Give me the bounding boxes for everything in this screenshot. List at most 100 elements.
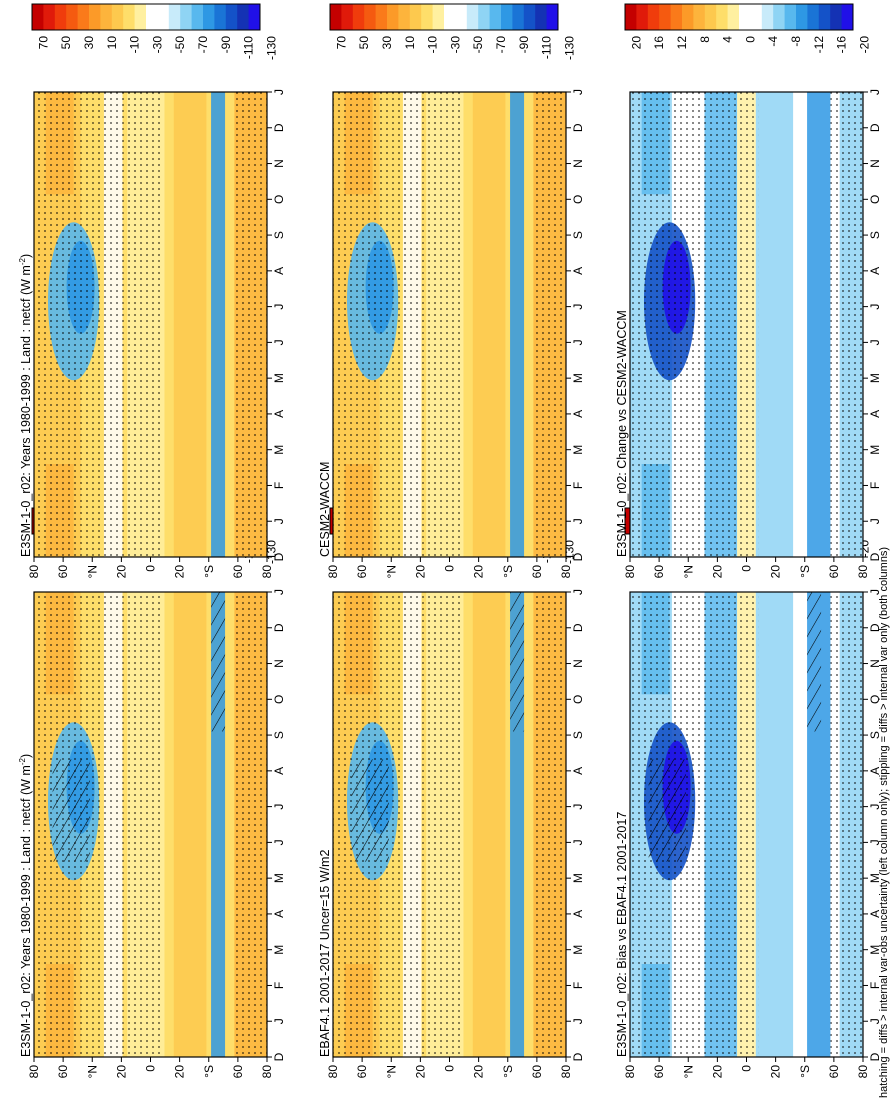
colorbar-tick-label: -8 bbox=[789, 36, 803, 47]
month-tick-label: N bbox=[868, 159, 882, 168]
month-tick-label: A bbox=[868, 267, 882, 275]
colorbar-tick-label: 10 bbox=[403, 36, 417, 50]
month-tick-label: J bbox=[272, 339, 286, 345]
month-tick-label: D bbox=[272, 123, 286, 132]
lat-tick-label: 0 bbox=[443, 565, 457, 572]
hatching bbox=[52, 759, 90, 862]
lat-tick-label: 20 bbox=[114, 565, 128, 579]
colorbar-tick-label: -110 bbox=[540, 36, 554, 59]
lat-tick-label: 20 bbox=[173, 565, 187, 579]
lat-tick-label: °N bbox=[85, 565, 99, 578]
colorbar-tick-label: -50 bbox=[173, 36, 187, 54]
lat-tick-label: 60 bbox=[652, 565, 666, 579]
month-tick-label: J bbox=[571, 339, 585, 345]
colorbar-tick-label: -10 bbox=[426, 36, 440, 54]
lat-tick-label: °S bbox=[798, 565, 812, 578]
lat-tick-label: 80 bbox=[27, 1065, 41, 1079]
panel-p1: 80 60 °N 20 0 20 °S 60 80 D J F M A M J J A S O N D J E3SM-1-0_… bbox=[18, 589, 286, 1078]
lat-tick-label: 80 bbox=[260, 565, 274, 579]
colorbar-p5: 70 50 30 10 -10 -30 -50 -70 -90 -110 -130 bbox=[329, 3, 576, 60]
colorbar-swatch bbox=[512, 4, 525, 30]
field-band bbox=[755, 592, 794, 1057]
lat-tick-label: 80 bbox=[856, 565, 870, 579]
stippling bbox=[533, 592, 566, 1057]
lat-tick-label: 60 bbox=[56, 1065, 70, 1079]
colorbar-swatch bbox=[157, 4, 170, 30]
month-tick-label: S bbox=[272, 231, 286, 239]
month-tick-label: J bbox=[868, 89, 882, 95]
colorbar-swatch bbox=[375, 4, 388, 30]
month-tick-label: F bbox=[571, 482, 585, 489]
lat-tick-label: 80 bbox=[27, 565, 41, 579]
colorbar-tick-label: -50 bbox=[471, 36, 485, 54]
colorbar-swatch bbox=[501, 4, 513, 30]
hatching bbox=[648, 759, 686, 862]
lat-tick-label: 60 bbox=[231, 565, 245, 579]
panel-title: E3SM-1-0_r02: Years 1980-1999 : Land : n… bbox=[18, 254, 33, 557]
colorbar-swatch bbox=[123, 4, 135, 30]
month-tick-label: F bbox=[272, 482, 286, 489]
lat-tick-label: 0 bbox=[443, 1065, 457, 1072]
hatching bbox=[211, 592, 226, 732]
panel-p6: 80 60 °N 20 0 20 °S 60 80 D J F M A M J J A S O N D J E3SM-1-0_… bbox=[615, 89, 882, 578]
colorbar-tick-label: 70 bbox=[36, 36, 50, 50]
stippling bbox=[234, 592, 267, 1057]
month-tick-label: N bbox=[868, 659, 882, 668]
month-tick-label: J bbox=[571, 1018, 585, 1024]
month-tick-label: A bbox=[571, 267, 585, 275]
colorbar-tick-label: 4 bbox=[721, 36, 735, 43]
month-tick-label: D bbox=[571, 623, 585, 632]
lat-tick-label: 80 bbox=[326, 565, 340, 579]
colorbar-tick-label: 20 bbox=[629, 36, 643, 50]
colorbar-tick-label: 0 bbox=[743, 36, 757, 43]
stippling bbox=[533, 92, 566, 557]
colorbar-swatch bbox=[659, 4, 671, 30]
month-tick-label: N bbox=[272, 159, 286, 168]
colorbar-swatch bbox=[341, 4, 354, 30]
lat-tick-label: 60 bbox=[231, 1065, 245, 1079]
lat-tick-label: 20 bbox=[710, 565, 724, 579]
month-tick-label: M bbox=[571, 873, 585, 883]
colorbar-p4: 70 50 30 10 -10 -30 -50 -70 -90 -110 -130 bbox=[31, 3, 278, 60]
lat-tick-label: 20 bbox=[710, 1065, 724, 1079]
colorbar-swatch bbox=[32, 4, 44, 30]
lat-tick-label: 20 bbox=[413, 565, 427, 579]
colorbar-swatch bbox=[225, 4, 238, 30]
colorbar-swatch bbox=[398, 4, 411, 30]
month-tick-label: D bbox=[868, 1052, 882, 1061]
month-tick-label: A bbox=[571, 767, 585, 775]
month-tick-label: J bbox=[571, 89, 585, 95]
colorbar-tick-label: -20 bbox=[857, 36, 871, 54]
month-tick-label: M bbox=[272, 945, 286, 955]
colorbar-swatch bbox=[647, 4, 660, 30]
lat-tick-label: °N bbox=[384, 565, 398, 578]
field-band bbox=[472, 592, 506, 1057]
lat-tick-label: 60 bbox=[827, 565, 841, 579]
month-tick-label: J bbox=[868, 839, 882, 845]
month-tick-label: J bbox=[571, 518, 585, 524]
stippling bbox=[333, 92, 462, 557]
colorbar-swatch bbox=[134, 4, 147, 30]
month-tick-label: J bbox=[272, 518, 286, 524]
lat-tick-label: °N bbox=[681, 565, 695, 578]
month-tick-label: S bbox=[868, 731, 882, 739]
colorbar-tick-label: -12 bbox=[812, 36, 826, 54]
lat-tick-label: °S bbox=[202, 1065, 216, 1078]
month-tick-label: A bbox=[272, 767, 286, 775]
month-tick-label: D bbox=[571, 552, 585, 561]
colorbar-swatch bbox=[352, 4, 365, 30]
colorbar-swatch bbox=[214, 4, 227, 30]
colorbar-swatch bbox=[168, 4, 181, 30]
month-tick-label: M bbox=[571, 445, 585, 455]
lat-tick-label: °S bbox=[202, 565, 216, 578]
panel-p5: 80 60 °N 20 0 20 °S 60 80 D J F M A M J J A S O N D J CESM2-WAC… bbox=[318, 89, 585, 578]
colorbar-tick-label: -4 bbox=[766, 36, 780, 47]
panel-title-superscript: -2 bbox=[18, 758, 27, 766]
colorbar-tick-label: -70 bbox=[494, 36, 508, 54]
colorbar-swatch bbox=[43, 4, 56, 30]
stippling bbox=[830, 92, 863, 557]
lat-tick-label: 20 bbox=[769, 565, 783, 579]
colorbar-tick-label: 50 bbox=[59, 36, 73, 50]
field-band bbox=[173, 92, 207, 557]
